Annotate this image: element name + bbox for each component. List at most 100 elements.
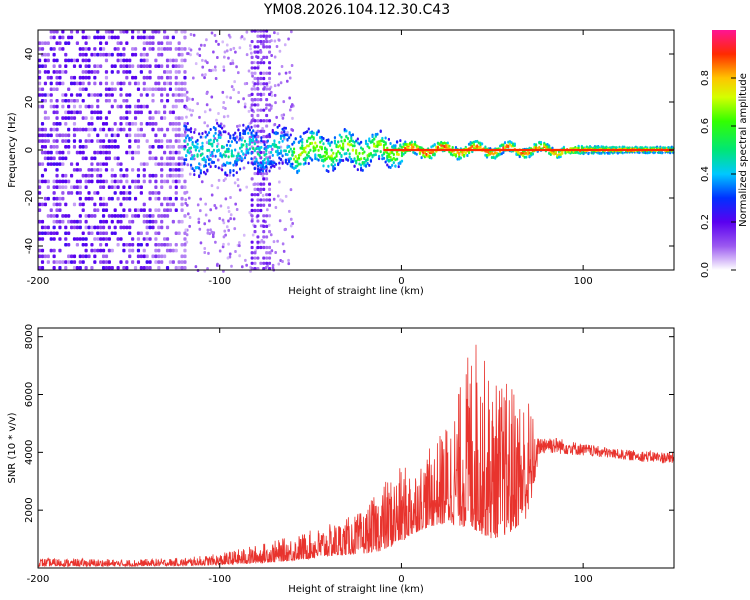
spectrogram-cell bbox=[227, 228, 231, 232]
spectrogram-cell bbox=[55, 98, 59, 103]
spectrogram-cell bbox=[171, 219, 175, 224]
spectrogram-cell bbox=[222, 101, 226, 105]
spectrogram-cell bbox=[125, 64, 129, 68]
spectrogram-cell bbox=[373, 137, 376, 141]
spectrogram-cell bbox=[163, 179, 167, 184]
spectrogram-cell bbox=[194, 265, 198, 269]
spectrogram-cell bbox=[270, 249, 274, 253]
spectrogram-cell bbox=[61, 81, 65, 86]
spectrogram-cell bbox=[171, 162, 175, 166]
spectrogram-cell bbox=[259, 82, 263, 86]
spectrogram-cell bbox=[136, 87, 141, 92]
spectrogram-cell bbox=[148, 266, 152, 270]
spectrogram-cell bbox=[84, 145, 88, 149]
spectrogram-cell bbox=[204, 164, 207, 168]
spectrogram-cell bbox=[183, 266, 187, 270]
spectrogram-cell bbox=[131, 29, 135, 34]
spectrogram-cell bbox=[275, 45, 279, 49]
spectrogram-cell bbox=[136, 214, 141, 218]
spectrogram-cell bbox=[125, 41, 129, 45]
spectrogram-cell bbox=[157, 29, 161, 34]
spectrogram-cell bbox=[171, 260, 175, 264]
spectrogram-cell bbox=[234, 136, 237, 140]
spectrogram-cell bbox=[69, 173, 74, 178]
spectrogram-cell bbox=[165, 266, 170, 270]
spectrogram-cell bbox=[185, 203, 189, 207]
spectrogram-cell bbox=[107, 260, 111, 264]
spectrogram-cell bbox=[99, 116, 103, 120]
spectrogram-cell bbox=[333, 139, 337, 143]
spectrogram-cell bbox=[75, 127, 79, 132]
spectrogram-cell bbox=[253, 171, 257, 176]
spectrogram-cell bbox=[81, 87, 85, 92]
spectrogram-cell bbox=[110, 64, 114, 68]
spectrogram-cell bbox=[84, 248, 88, 253]
spectrogram-cell bbox=[131, 52, 135, 57]
spectrogram-cell bbox=[128, 219, 132, 224]
spectrogram-cell bbox=[183, 87, 187, 92]
spectrogram-cell bbox=[52, 35, 56, 40]
spectrogram-cell bbox=[626, 146, 628, 148]
spectrogram-cell bbox=[107, 185, 111, 189]
spectrogram-cell bbox=[84, 156, 88, 161]
spectrogram-cell bbox=[72, 98, 77, 103]
spectrogram-cell bbox=[165, 225, 170, 230]
spectrogram-cell bbox=[157, 260, 161, 264]
spectrogram-cell bbox=[128, 81, 132, 86]
spectrogram-cell bbox=[81, 58, 85, 63]
spectrogram-cell bbox=[163, 116, 167, 120]
spectrogram-cell bbox=[84, 173, 88, 178]
spectrogram-cell bbox=[281, 154, 284, 158]
spectrogram-cell bbox=[101, 162, 106, 166]
spectrogram-cell bbox=[64, 185, 68, 189]
spectrogram-cell bbox=[142, 248, 146, 253]
spectrogram-cell bbox=[84, 139, 88, 143]
spectrogram-cell bbox=[168, 260, 173, 264]
spectrogram-cell bbox=[242, 123, 245, 127]
spectrogram-cell bbox=[64, 237, 68, 241]
spectrogram-cell bbox=[113, 173, 117, 178]
spectrogram-cell bbox=[227, 161, 230, 165]
spectrogram-cell bbox=[78, 75, 82, 80]
spectrogram-cell bbox=[72, 64, 77, 68]
spectrogram-cell bbox=[145, 254, 149, 259]
spectrogram-cell bbox=[199, 197, 202, 201]
spectrogram-cell bbox=[384, 142, 387, 146]
spectrogram-cell bbox=[81, 231, 85, 236]
spectrogram-cell bbox=[259, 150, 263, 155]
spectrogram-cell bbox=[481, 142, 484, 146]
spectrogram-cell bbox=[154, 156, 158, 161]
spectrogram-cell bbox=[243, 82, 247, 86]
spectrogram-cell bbox=[104, 98, 109, 103]
spectrogram-cell bbox=[125, 196, 129, 201]
spectrogram-cell bbox=[165, 139, 170, 143]
spectrogram-cell bbox=[157, 254, 161, 259]
spectrogram-cell bbox=[211, 154, 214, 158]
spectrogram-cell bbox=[96, 110, 100, 115]
spectrogram-cell bbox=[93, 110, 97, 115]
spectrogram-cell bbox=[183, 179, 187, 184]
spectrogram-cell bbox=[131, 242, 135, 247]
spectrogram-cell bbox=[218, 249, 222, 253]
spectrogram-cell bbox=[219, 124, 222, 128]
spectrogram-cell bbox=[585, 152, 588, 154]
spectrogram-cell bbox=[250, 39, 254, 44]
spectrogram-cell bbox=[168, 202, 173, 207]
spectrogram-cell bbox=[139, 127, 143, 132]
spectrogram-cell bbox=[160, 202, 164, 207]
spectrogram-cell bbox=[99, 145, 103, 149]
spectrogram-cell bbox=[174, 168, 178, 172]
spectrogram-cell bbox=[205, 38, 208, 42]
spectrogram-cell bbox=[338, 144, 341, 148]
spectrogram-cell bbox=[283, 228, 287, 232]
spectrogram-cell bbox=[168, 58, 173, 63]
spectrogram-cell bbox=[101, 139, 106, 143]
spectrogram-cell bbox=[221, 40, 225, 44]
spectrogram-cell bbox=[265, 165, 268, 169]
spectrogram-cell bbox=[199, 209, 202, 213]
spectrogram-cell bbox=[185, 96, 189, 100]
spectrogram-cell bbox=[119, 237, 123, 241]
spectrogram-cell bbox=[46, 133, 50, 138]
spectrogram-cell bbox=[38, 87, 42, 92]
spectrogram-cell bbox=[188, 215, 192, 219]
